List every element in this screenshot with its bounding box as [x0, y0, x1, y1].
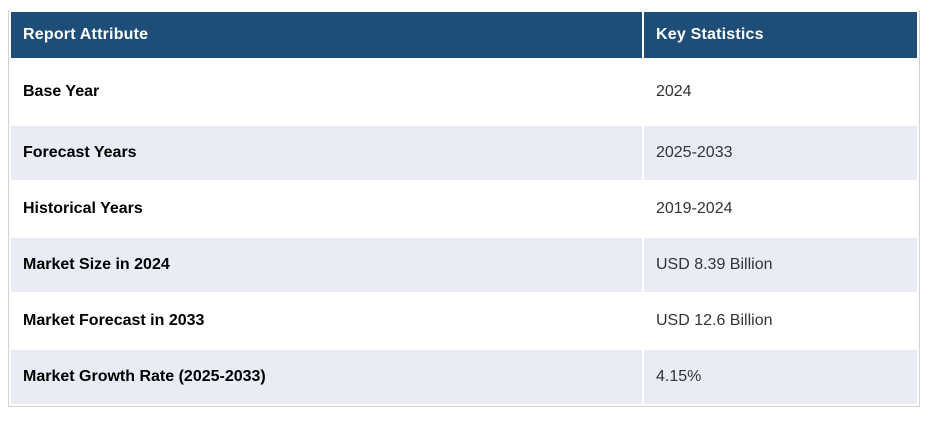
- table-row: Forecast Years 2025-2033: [11, 126, 917, 180]
- value-cell: 2025-2033: [643, 126, 917, 180]
- value-cell: USD 8.39 Billion: [643, 238, 917, 292]
- attribute-cell: Market Size in 2024: [11, 238, 642, 292]
- attribute-cell: Market Forecast in 2033: [11, 294, 642, 348]
- value-cell: 2024: [643, 60, 917, 124]
- attribute-cell: Market Growth Rate (2025-2033): [11, 350, 642, 404]
- attribute-cell: Forecast Years: [11, 126, 642, 180]
- value-cell: 4.15%: [643, 350, 917, 404]
- value-cell: USD 12.6 Billion: [643, 294, 917, 348]
- attribute-cell: Historical Years: [11, 182, 642, 236]
- report-summary-table: Report Attribute Key Statistics Base Yea…: [9, 10, 919, 406]
- header-key-statistics: Key Statistics: [643, 12, 917, 58]
- report-table-container: Report Attribute Key Statistics Base Yea…: [8, 10, 920, 407]
- table-row: Market Size in 2024 USD 8.39 Billion: [11, 238, 917, 292]
- header-row: Report Attribute Key Statistics: [11, 12, 917, 58]
- header-report-attribute: Report Attribute: [11, 12, 642, 58]
- attribute-cell: Base Year: [11, 60, 642, 124]
- table-row: Historical Years 2019-2024: [11, 182, 917, 236]
- table-row: Base Year 2024: [11, 60, 917, 124]
- table-row: Market Growth Rate (2025-2033) 4.15%: [11, 350, 917, 404]
- value-cell: 2019-2024: [643, 182, 917, 236]
- table-row: Market Forecast in 2033 USD 12.6 Billion: [11, 294, 917, 348]
